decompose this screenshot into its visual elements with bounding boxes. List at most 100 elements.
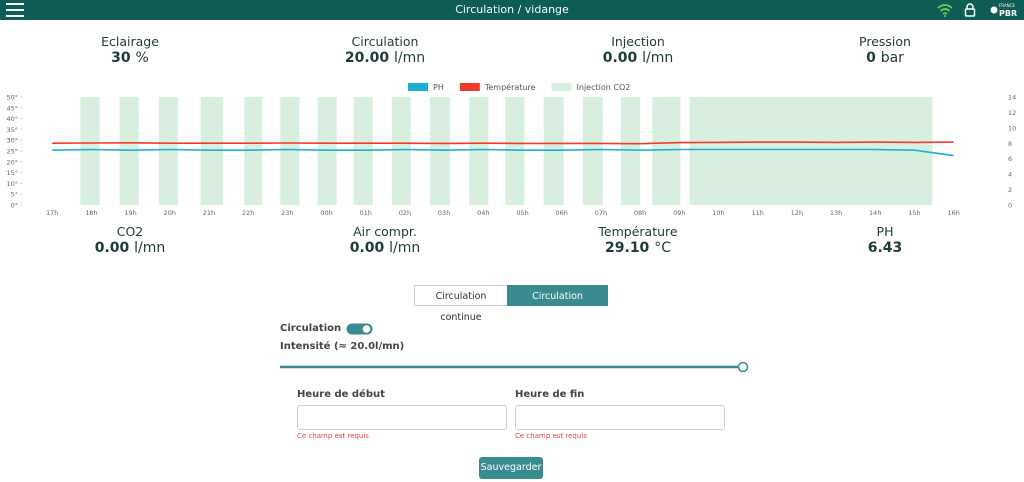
legend-label: PH (433, 83, 444, 92)
co2-band (652, 97, 681, 205)
y2-tick-label: 10 (1008, 124, 1016, 132)
tab-configured[interactable]: Circulation configurée (507, 285, 608, 323)
y-tick-label: 5° (11, 191, 18, 199)
co2-band (582, 97, 603, 205)
stat-value: 0.00 (349, 240, 385, 256)
stat-value: 29.10 (605, 240, 650, 256)
menu-button[interactable] (6, 3, 24, 17)
y-tick-label: 20° (6, 158, 18, 166)
stat-label: PH (876, 224, 894, 239)
stat-value: 0.00 (94, 240, 130, 256)
y-tick-label: 35° (6, 126, 18, 134)
x-tick-label: 11h (751, 209, 763, 217)
intensity-slider[interactable] (278, 360, 750, 374)
y2-tick-label: 12 (1008, 109, 1016, 117)
tab-continuous[interactable]: Circulation continue (414, 285, 508, 323)
x-tick-label: 10h (712, 209, 724, 217)
x-tick-label: 02h (399, 209, 411, 217)
wifi-icon (937, 4, 953, 17)
y2-tick-label: 4 (1008, 171, 1012, 179)
y2-tick-label: 0 (1008, 202, 1012, 210)
stat: Température 29.10 °C (528, 224, 748, 256)
co2-band (244, 97, 263, 205)
y2-tick-label: 8 (1008, 140, 1012, 148)
stat-unit: % (135, 50, 149, 66)
page-title: Circulation / vidange (455, 3, 569, 16)
stat-value: 30 (111, 50, 131, 66)
start-input[interactable] (297, 405, 507, 430)
co2-band (80, 97, 100, 205)
y-tick-label: 0° (11, 202, 18, 210)
co2-band (543, 97, 564, 205)
x-tick-label: 08h (634, 209, 646, 217)
co2-band (119, 97, 139, 205)
stat: Circulation 20.00 l/mn (275, 34, 495, 66)
co2-band (689, 97, 933, 205)
legend-swatch (408, 83, 428, 91)
x-tick-label: 09h (673, 209, 685, 217)
co2-band (505, 97, 525, 205)
x-tick-label: 07h (595, 209, 607, 217)
end-label: Heure de fin (515, 389, 585, 400)
co2-band (158, 97, 179, 205)
legend-swatch (459, 83, 480, 91)
stat-value: 20.00 (344, 50, 390, 66)
co2-band (430, 97, 451, 205)
x-tick-label: 12h (791, 209, 803, 217)
stat-value: 0 (866, 50, 876, 66)
legend-label: Température (484, 82, 536, 92)
co2-band (353, 97, 373, 205)
stat-label: Eclairage (101, 34, 159, 49)
lock-icon[interactable] (964, 3, 976, 17)
stat-unit: l/mn (389, 240, 421, 256)
stat: Eclairage 30 % (20, 34, 240, 66)
stat-value: 6.43 (867, 240, 903, 256)
x-tick-label: 17h (46, 209, 58, 217)
stat: Injection 0.00 l/mn (528, 34, 748, 66)
toggle-label: Circulation (280, 323, 342, 334)
x-tick-label: 18h (85, 209, 97, 217)
stat-label: Circulation (351, 34, 419, 49)
stat-label: Pression (859, 34, 911, 49)
stat-label: Température (598, 224, 678, 239)
co2-band (317, 97, 337, 205)
save-button[interactable]: Sauvegarder (479, 457, 543, 479)
toggle[interactable] (346, 323, 374, 336)
legend-label: Injection CO2 (577, 83, 631, 92)
stat-unit: l/mn (394, 50, 426, 66)
header: Circulation / vidange FRANCE PBR (0, 0, 1024, 20)
start-error: Ce champ est requis (297, 432, 369, 440)
stat: Pression 0 bar (775, 34, 995, 66)
y-tick-label: 50° (6, 94, 18, 102)
x-tick-label: 19h (124, 209, 136, 217)
co2-band (469, 97, 489, 205)
stat-unit: °C (654, 240, 671, 256)
stat-unit: l/mn (134, 240, 166, 256)
stat-value: 0.00 (602, 50, 638, 66)
x-tick-label: 16h (947, 209, 959, 217)
logo-bottom: PBR (999, 9, 1017, 18)
x-tick-label: 05h (516, 209, 528, 217)
stat: PH 6.43 (775, 224, 995, 256)
x-tick-label: 06h (556, 209, 568, 217)
co2-band (280, 97, 300, 205)
x-tick-label: 04h (477, 209, 489, 217)
x-tick-label: 14h (869, 209, 881, 217)
y-tick-label: 45° (6, 104, 18, 112)
stat-label: Injection (611, 34, 665, 49)
y-tick-label: 10° (6, 180, 18, 188)
y2-tick-label: 6 (1008, 155, 1012, 163)
logo-top: FRANCE (999, 3, 1015, 8)
stat-label: CO2 (116, 224, 144, 239)
legend-swatch (551, 83, 572, 91)
x-tick-label: 03h (438, 209, 450, 217)
y-tick-label: 30° (6, 137, 18, 145)
series-line (52, 141, 954, 145)
end-error: Ce champ est requis (515, 432, 587, 440)
end-input[interactable] (515, 405, 725, 430)
x-tick-label: 00h (320, 209, 332, 217)
start-label: Heure de début (297, 389, 385, 400)
x-tick-label: 01h (360, 209, 372, 217)
